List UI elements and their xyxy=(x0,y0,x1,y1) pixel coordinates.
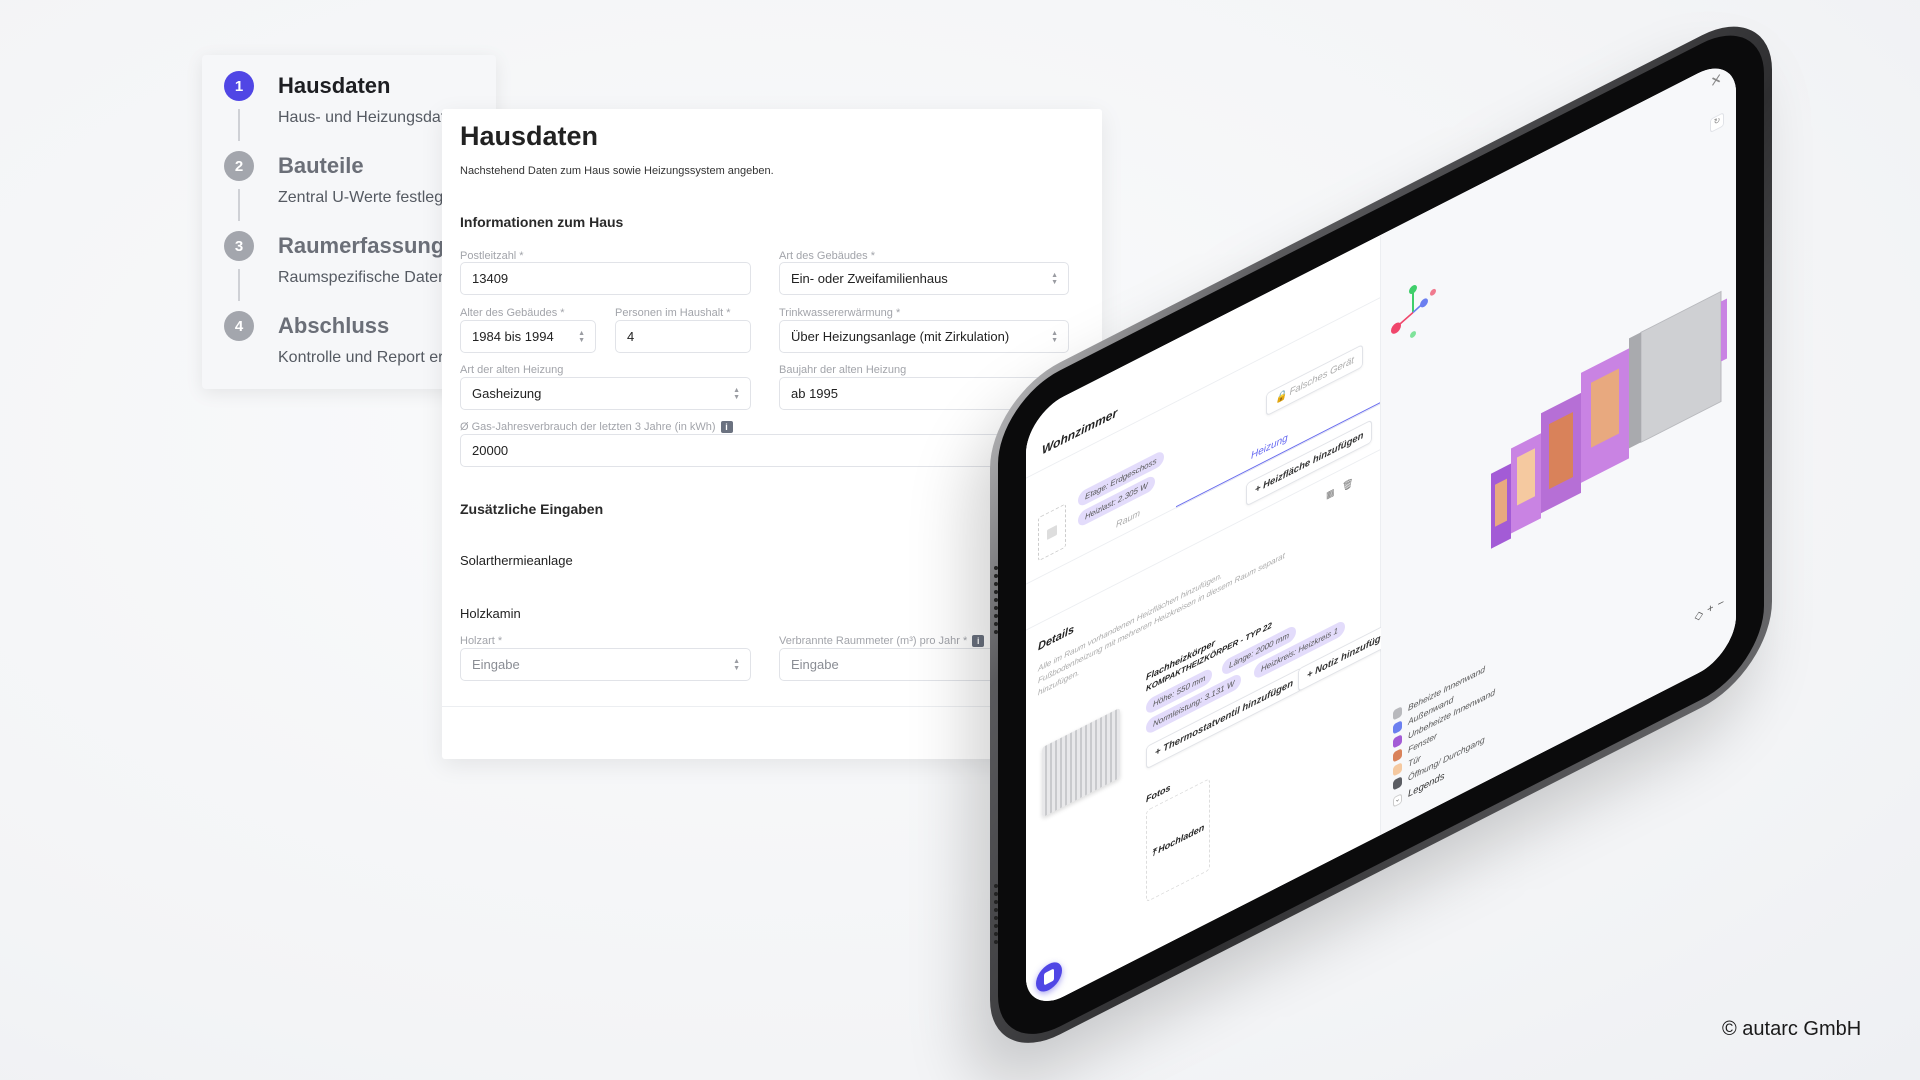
upload-label: Hochladen xyxy=(1158,821,1205,856)
3d-view-panel[interactable]: ✕ ↻ xyxy=(1381,53,1736,835)
wrong-device-label: Falsches Gerät xyxy=(1289,354,1354,399)
holzart-placeholder: Eingabe xyxy=(472,657,520,672)
step-connector xyxy=(238,269,240,301)
step-subtitle: Haus- und Heizungsdaten xyxy=(278,109,464,126)
chevron-down-icon: ⌄ xyxy=(1393,792,1402,808)
radiator-image xyxy=(1042,707,1120,818)
alter-select[interactable]: 1984 bis 1994 ▲ ▼ xyxy=(460,320,596,353)
baujahr-value: ab 1995 xyxy=(791,386,838,401)
personen-value: 4 xyxy=(627,329,635,344)
heizungsart-label: Art der alten Heizung xyxy=(460,364,564,376)
holzart-select[interactable]: Eingabe ▲ ▼ xyxy=(460,648,751,681)
info-icon[interactable]: i xyxy=(972,635,985,648)
step-connector xyxy=(238,189,240,221)
alter-value: 1984 bis 1994 xyxy=(472,329,554,344)
copy-icon[interactable]: ▦ xyxy=(1326,486,1335,501)
select-arrows-icon: ▲▼ xyxy=(578,330,585,344)
trinkwasser-value: Über Heizungsanlage (mit Zirkulation) xyxy=(791,329,1010,344)
legend-item: Beheizte Innenwand xyxy=(1393,664,1485,721)
reset-view-icon[interactable]: ◇ xyxy=(1694,607,1704,624)
building-model[interactable] xyxy=(1471,256,1731,588)
room-image-placeholder[interactable] xyxy=(1038,503,1066,562)
postleitzahl-input[interactable]: 13409 xyxy=(460,262,751,295)
baujahr-label: Baujahr der alten Heizung xyxy=(779,364,907,376)
chat-button[interactable] xyxy=(1036,957,1062,997)
close-icon[interactable]: ✕ xyxy=(1710,69,1722,92)
room-panel: Wohnzimmer 🔒 Falsches Gerät Etage: Erdge… xyxy=(1026,234,1401,1016)
gasverbrauch-label-text: Ø Gas-Jahresverbrauch der letzten 3 Jahr… xyxy=(460,421,716,433)
chat-icon xyxy=(1044,968,1054,986)
copyright: © autarc GmbH xyxy=(1722,1018,1862,1040)
step-number: 2 xyxy=(224,151,254,181)
zoom-in-button[interactable]: + xyxy=(1707,601,1714,617)
select-arrows-icon: ▲▼ xyxy=(1051,330,1058,344)
page-subtitle: Nachstehend Daten zum Haus sowie Heizung… xyxy=(460,165,774,177)
alter-label: Alter des Gebäudes * xyxy=(460,307,565,319)
gebaeudeart-label: Art des Gebäudes * xyxy=(779,250,876,262)
trinkwasser-select[interactable]: Über Heizungsanlage (mit Zirkulation) ▲ ▼ xyxy=(779,320,1069,353)
personen-input[interactable]: 4 xyxy=(615,320,751,353)
step-title: Raumerfassung xyxy=(278,233,445,258)
footer-divider xyxy=(442,706,1102,707)
page-title: Hausdaten xyxy=(460,121,599,151)
select-arrows-icon: ▲▼ xyxy=(733,387,740,401)
axis-gizmo[interactable] xyxy=(1391,268,1441,353)
gasverbrauch-value: 20000 xyxy=(472,443,509,458)
step-title: Bauteile xyxy=(278,153,364,178)
step-number: 1 xyxy=(224,71,254,101)
step-title: Hausdaten xyxy=(278,73,391,98)
step-number: 4 xyxy=(224,311,254,341)
step-bauteile[interactable]: 2 Bauteile Zentral U-Werte festlegen xyxy=(224,151,496,231)
personen-label: Personen im Haushalt * xyxy=(615,307,731,319)
heizungsart-select[interactable]: Gasheizung ▲ ▼ xyxy=(460,377,751,410)
info-icon[interactable]: i xyxy=(720,421,733,434)
image-icon xyxy=(1047,524,1057,540)
solar-label: Solarthermieanlage xyxy=(460,553,573,568)
view-controls: ◇ + − xyxy=(1695,596,1724,624)
tablet-device: Wohnzimmer 🔒 Falsches Gerät Etage: Erdge… xyxy=(990,0,1772,1070)
step-abschluss[interactable]: 4 Abschluss Kontrolle und Report erstell… xyxy=(224,311,496,389)
raummeter-label: Verbrannte Raummeter (m³) pro Jahr * i xyxy=(779,635,985,648)
holzart-label: Holzart * xyxy=(460,635,503,647)
step-subtitle: Zentral U-Werte festlegen xyxy=(278,189,461,206)
step-number: 3 xyxy=(224,231,254,261)
refresh-icon[interactable]: ↻ xyxy=(1710,112,1724,134)
step-raumerfassung[interactable]: 3 Raumerfassung Raumspezifische Daten xyxy=(224,231,496,311)
step-connector xyxy=(238,109,240,141)
raummeter-label-text: Verbrannte Raummeter (m³) pro Jahr * xyxy=(779,635,968,647)
zoom-out-button[interactable]: − xyxy=(1717,596,1724,612)
tablet-bezel: Wohnzimmer 🔒 Falsches Gerät Etage: Erdge… xyxy=(998,11,1764,1058)
step-title: Abschluss xyxy=(278,313,390,338)
trash-icon[interactable]: 🗑 xyxy=(1342,476,1354,493)
select-arrows-icon: ▲▼ xyxy=(733,658,740,672)
trinkwasser-label: Trinkwassererwärmung * xyxy=(779,307,901,319)
holzkamin-label: Holzkamin xyxy=(460,606,521,621)
step-subtitle: Kontrolle und Report erstellen xyxy=(278,349,490,366)
select-arrows-icon: ▲▼ xyxy=(1051,272,1058,286)
heizungsart-value: Gasheizung xyxy=(472,386,542,401)
wrong-device-button[interactable]: 🔒 Falsches Gerät xyxy=(1266,344,1363,417)
step-hausdaten[interactable]: 1 Hausdaten Haus- und Heizungsdaten xyxy=(224,71,496,151)
gasverbrauch-label: Ø Gas-Jahresverbrauch der letzten 3 Jahr… xyxy=(460,421,733,434)
section-title-extra: Zusätzliche Eingaben xyxy=(460,501,604,517)
tablet-screen: Wohnzimmer 🔒 Falsches Gerät Etage: Erdge… xyxy=(1026,53,1736,1016)
postleitzahl-label: Postleitzahl * xyxy=(460,250,524,262)
postleitzahl-value: 13409 xyxy=(472,271,509,286)
gebaeudeart-select[interactable]: Ein- oder Zweifamilienhaus ▲ ▼ xyxy=(779,262,1069,295)
gebaeudeart-value: Ein- oder Zweifamilienhaus xyxy=(791,271,948,286)
raummeter-placeholder: Eingabe xyxy=(791,657,839,672)
section-title-house: Informationen zum Haus xyxy=(460,214,624,230)
gasverbrauch-input[interactable]: 20000 xyxy=(460,434,1069,467)
step-subtitle: Raumspezifische Daten xyxy=(278,269,447,286)
